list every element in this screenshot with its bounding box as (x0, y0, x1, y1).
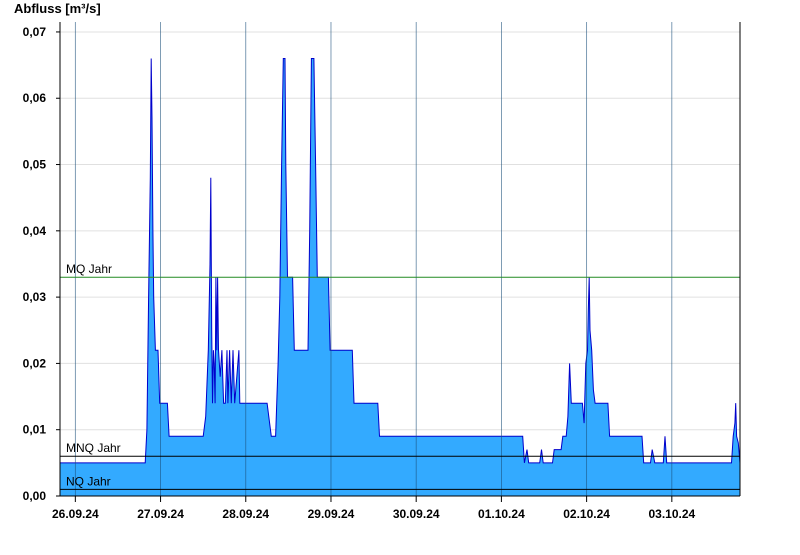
discharge-area (60, 58, 740, 496)
x-tick-label-5: 01.10.24 (478, 507, 525, 521)
y-axis-title: Abfluss [m³/s] (14, 1, 101, 16)
discharge-line (60, 58, 741, 464)
x-tick-label-3: 29.09.24 (308, 507, 355, 521)
y-tick-label-3: 0,03 (23, 290, 47, 304)
x-tick-label-0: 26.09.24 (52, 507, 99, 521)
y-tick-label-2: 0,02 (23, 356, 47, 370)
y-tick-label-5: 0,05 (23, 158, 47, 172)
ref-label-mnq-jahr: MNQ Jahr (66, 441, 121, 455)
y-tick-label-4: 0,04 (23, 224, 47, 238)
x-tick-label-2: 28.09.24 (222, 507, 269, 521)
x-tick-label-4: 30.09.24 (393, 507, 440, 521)
y-tick-label-6: 0,06 (23, 91, 47, 105)
x-tick-label-6: 02.10.24 (563, 507, 610, 521)
x-tick-label-7: 03.10.24 (648, 507, 695, 521)
ref-label-mq-jahr: MQ Jahr (66, 262, 112, 276)
y-tick-label-7: 0,07 (23, 25, 47, 39)
y-tick-label-0: 0,00 (23, 489, 47, 503)
ref-label-nq-jahr: NQ Jahr (66, 474, 111, 488)
y-tick-label-1: 0,01 (23, 423, 47, 437)
x-tick-label-1: 27.09.24 (137, 507, 184, 521)
